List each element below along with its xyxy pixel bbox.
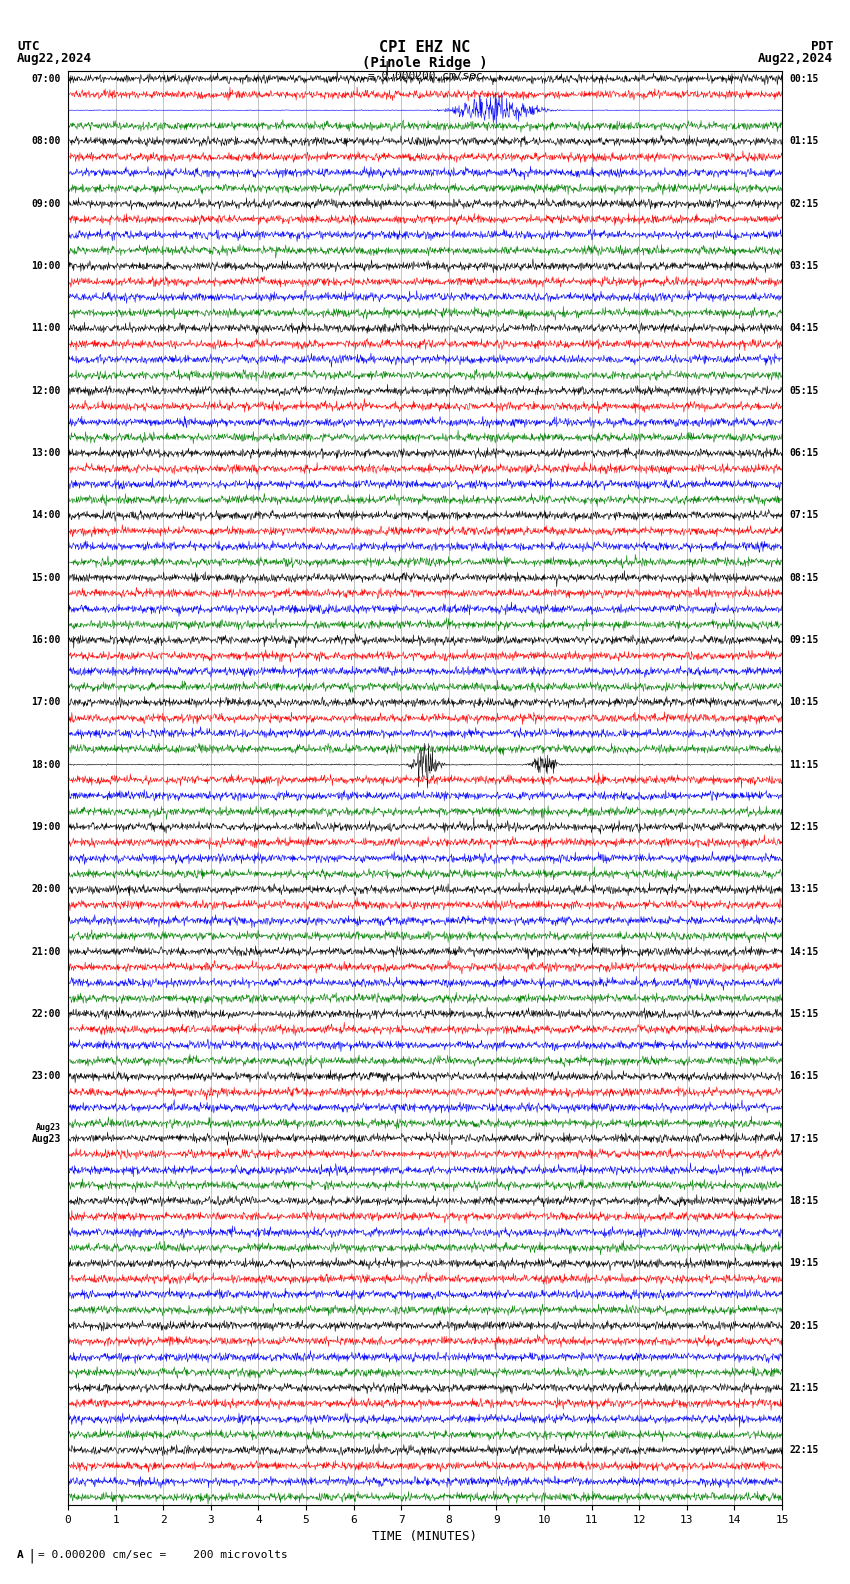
Text: 14:00: 14:00 bbox=[31, 510, 61, 521]
Text: 10:15: 10:15 bbox=[789, 697, 819, 708]
Text: 15:00: 15:00 bbox=[31, 573, 61, 583]
Text: 13:15: 13:15 bbox=[789, 884, 819, 895]
Text: Aug23: Aug23 bbox=[36, 1123, 61, 1131]
Text: 19:00: 19:00 bbox=[31, 822, 61, 832]
Text: 09:15: 09:15 bbox=[789, 635, 819, 645]
Text: Aug22,2024: Aug22,2024 bbox=[758, 52, 833, 65]
Text: 17:00: 17:00 bbox=[31, 697, 61, 708]
Text: 02:15: 02:15 bbox=[789, 198, 819, 209]
Text: 08:15: 08:15 bbox=[789, 573, 819, 583]
Text: = 0.000200 cm/sec: = 0.000200 cm/sec bbox=[367, 71, 483, 81]
Text: 22:00: 22:00 bbox=[31, 1009, 61, 1019]
Text: A: A bbox=[17, 1551, 24, 1560]
Text: 05:15: 05:15 bbox=[789, 386, 819, 396]
Text: 15:15: 15:15 bbox=[789, 1009, 819, 1019]
Text: 16:15: 16:15 bbox=[789, 1071, 819, 1082]
Text: 20:00: 20:00 bbox=[31, 884, 61, 895]
Text: |: | bbox=[382, 60, 391, 76]
Text: 14:15: 14:15 bbox=[789, 947, 819, 957]
Text: Aug23: Aug23 bbox=[31, 1134, 61, 1144]
Text: 20:15: 20:15 bbox=[789, 1321, 819, 1331]
Text: 13:00: 13:00 bbox=[31, 448, 61, 458]
Text: 21:15: 21:15 bbox=[789, 1383, 819, 1392]
Text: 08:00: 08:00 bbox=[31, 136, 61, 146]
Text: 18:15: 18:15 bbox=[789, 1196, 819, 1205]
Text: 18:00: 18:00 bbox=[31, 760, 61, 770]
Text: CPI EHZ NC: CPI EHZ NC bbox=[379, 40, 471, 54]
Text: 10:00: 10:00 bbox=[31, 261, 61, 271]
X-axis label: TIME (MINUTES): TIME (MINUTES) bbox=[372, 1530, 478, 1543]
Text: 04:15: 04:15 bbox=[789, 323, 819, 333]
Text: 11:00: 11:00 bbox=[31, 323, 61, 333]
Text: 21:00: 21:00 bbox=[31, 947, 61, 957]
Text: 03:15: 03:15 bbox=[789, 261, 819, 271]
Text: 22:15: 22:15 bbox=[789, 1445, 819, 1456]
Text: Aug22,2024: Aug22,2024 bbox=[17, 52, 92, 65]
Text: (Pinole Ridge ): (Pinole Ridge ) bbox=[362, 55, 488, 70]
Text: 19:15: 19:15 bbox=[789, 1258, 819, 1269]
Text: 11:15: 11:15 bbox=[789, 760, 819, 770]
Text: 16:00: 16:00 bbox=[31, 635, 61, 645]
Text: 07:00: 07:00 bbox=[31, 74, 61, 84]
Text: UTC: UTC bbox=[17, 40, 39, 52]
Text: 09:00: 09:00 bbox=[31, 198, 61, 209]
Text: 06:15: 06:15 bbox=[789, 448, 819, 458]
Text: 17:15: 17:15 bbox=[789, 1134, 819, 1144]
Text: 01:15: 01:15 bbox=[789, 136, 819, 146]
Text: 12:00: 12:00 bbox=[31, 386, 61, 396]
Text: 00:15: 00:15 bbox=[789, 74, 819, 84]
Text: |: | bbox=[27, 1548, 36, 1563]
Text: 23:00: 23:00 bbox=[31, 1071, 61, 1082]
Text: 07:15: 07:15 bbox=[789, 510, 819, 521]
Text: PDT: PDT bbox=[811, 40, 833, 52]
Text: 12:15: 12:15 bbox=[789, 822, 819, 832]
Text: = 0.000200 cm/sec =    200 microvolts: = 0.000200 cm/sec = 200 microvolts bbox=[38, 1551, 288, 1560]
